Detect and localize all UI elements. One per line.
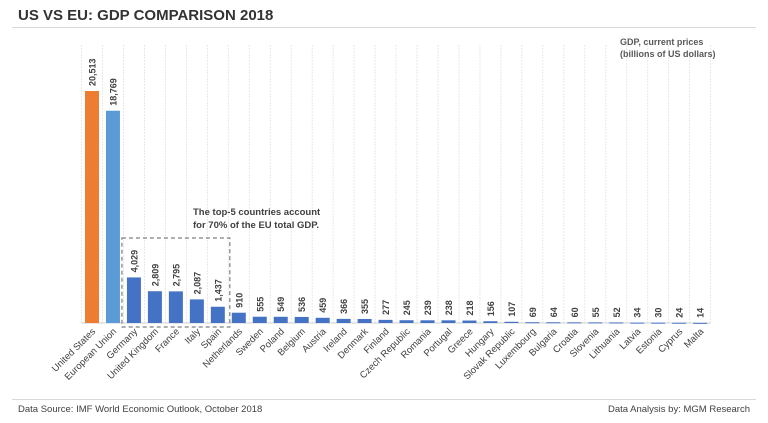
unit-label: GDP, current prices — [620, 37, 703, 47]
bar-poland — [273, 316, 288, 323]
value-label: 555 — [255, 297, 265, 312]
bar-finland — [378, 319, 393, 323]
bar-denmark — [357, 318, 372, 323]
category-label: France — [153, 326, 182, 355]
value-label: 2,795 — [171, 264, 181, 287]
bar-romania — [420, 320, 435, 323]
category-label: Malta — [682, 326, 707, 351]
value-label: 2,087 — [192, 272, 202, 295]
annotation-text: for 70% of the EU total GDP. — [193, 220, 319, 231]
value-label: 24 — [675, 308, 685, 318]
bar-france — [168, 291, 183, 323]
bar-croatia — [567, 322, 582, 324]
value-label: 156 — [486, 301, 496, 316]
value-label: 14 — [696, 308, 706, 318]
value-label: 4,029 — [129, 250, 139, 273]
value-label: 18,769 — [108, 78, 118, 106]
bar-lithuania — [609, 322, 624, 324]
data-analysis-credit: Data Analysis by: MGM Research — [607, 404, 750, 415]
value-label: 366 — [339, 299, 349, 314]
value-label: 69 — [528, 307, 538, 317]
value-label: 55 — [591, 307, 601, 317]
bar-portugal — [441, 320, 456, 323]
value-label: 64 — [549, 307, 559, 317]
value-label: 30 — [654, 308, 664, 318]
bar-belgium — [294, 316, 309, 323]
title-divider — [12, 27, 756, 28]
footer-divider — [12, 399, 756, 400]
bar-greece — [462, 320, 477, 323]
value-label: 218 — [465, 301, 475, 316]
value-label: 107 — [507, 302, 517, 317]
bar-estonia — [651, 322, 666, 324]
value-label: 910 — [234, 293, 244, 308]
value-label: 60 — [570, 307, 580, 317]
bar-malta — [693, 322, 708, 324]
value-label: 245 — [402, 300, 412, 315]
bar-united-states — [85, 91, 99, 323]
bar-hungary — [483, 321, 498, 323]
value-label: 52 — [612, 307, 622, 317]
bar-european-union — [105, 110, 120, 324]
bar-slovenia — [588, 322, 603, 324]
bar-ireland — [336, 318, 351, 323]
bar-austria — [315, 317, 330, 323]
bar-italy — [189, 299, 204, 323]
bar-slovak-republic — [504, 321, 519, 323]
bar-bulgaria — [546, 322, 561, 324]
bar-sweden — [252, 316, 267, 323]
value-label: 238 — [444, 300, 454, 315]
bar-luxembourg — [525, 322, 540, 324]
value-label: 20,513 — [88, 58, 98, 86]
data-source: Data Source: IMF World Economic Outlook,… — [18, 404, 263, 415]
bar-spain — [210, 306, 225, 323]
bar-latvia — [630, 322, 645, 324]
unit-label: (billions of US dollars) — [620, 49, 716, 59]
value-label: 277 — [381, 300, 391, 315]
value-label: 355 — [360, 299, 370, 314]
bar-czech-republic — [399, 320, 414, 323]
bar-united-kingdom — [147, 291, 162, 323]
annotation-text: The top-5 countries account — [193, 207, 321, 218]
page-title: US VS EU: GDP COMPARISON 2018 — [18, 7, 274, 24]
bar-cyprus — [672, 322, 687, 324]
value-label: 549 — [276, 297, 286, 312]
value-label: 459 — [318, 298, 328, 313]
value-label: 34 — [633, 308, 643, 318]
value-label: 1,437 — [213, 279, 223, 302]
value-label: 239 — [423, 300, 433, 315]
value-label: 2,809 — [150, 264, 160, 287]
bar-germany — [126, 277, 141, 323]
bar-netherlands — [231, 312, 246, 323]
value-label: 536 — [297, 297, 307, 312]
